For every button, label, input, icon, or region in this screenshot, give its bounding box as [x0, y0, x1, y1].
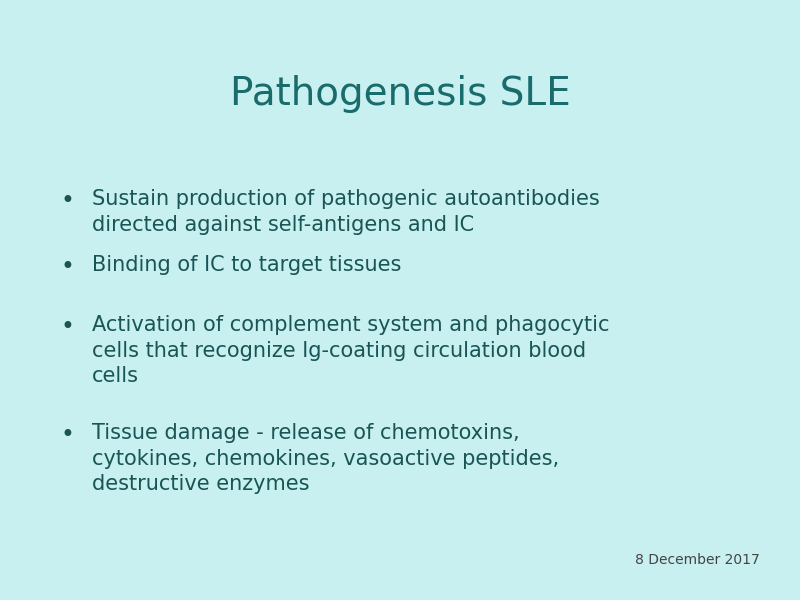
Text: •: •: [60, 255, 74, 279]
Text: Activation of complement system and phagocytic
cells that recognize Ig-coating c: Activation of complement system and phag…: [92, 315, 610, 386]
Text: •: •: [60, 423, 74, 447]
Text: Binding of IC to target tissues: Binding of IC to target tissues: [92, 255, 402, 275]
Text: Pathogenesis SLE: Pathogenesis SLE: [230, 75, 570, 113]
Text: •: •: [60, 189, 74, 213]
Text: 8 December 2017: 8 December 2017: [635, 553, 760, 567]
Text: Sustain production of pathogenic autoantibodies
directed against self-antigens a: Sustain production of pathogenic autoant…: [92, 189, 600, 235]
Text: Tissue damage - release of chemotoxins,
cytokines, chemokines, vasoactive peptid: Tissue damage - release of chemotoxins, …: [92, 423, 559, 494]
Text: •: •: [60, 315, 74, 339]
